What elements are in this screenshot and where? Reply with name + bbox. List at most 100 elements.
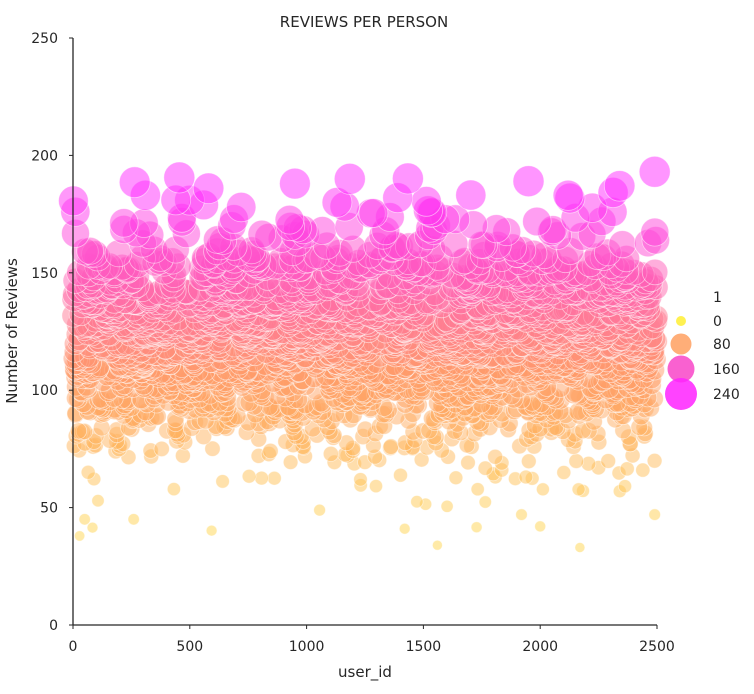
- data-point: [262, 442, 279, 460]
- y-tick-label: 250: [31, 31, 58, 47]
- data-point: [382, 438, 400, 455]
- data-point: [118, 166, 151, 199]
- data-point: [487, 448, 504, 465]
- data-point: [254, 470, 269, 486]
- legend-marker: [667, 355, 695, 383]
- chart-title: REVIEWS PER PERSON: [280, 13, 448, 31]
- data-point: [391, 162, 424, 195]
- x-ticks: 0 500 1000 1500 2000 2500: [69, 625, 675, 655]
- data-point: [512, 165, 545, 198]
- data-point: [603, 170, 636, 202]
- data-point: [241, 468, 257, 484]
- x-tick-label: 2000: [522, 639, 558, 655]
- y-axis-label: Number of Reviews: [3, 258, 21, 404]
- data-point: [80, 464, 96, 480]
- data-point: [536, 482, 550, 497]
- data-point: [322, 445, 339, 462]
- data-point: [515, 508, 528, 521]
- data-point: [608, 230, 637, 259]
- data-point: [518, 469, 534, 485]
- data-point: [274, 204, 305, 235]
- data-point: [448, 470, 464, 486]
- data-point: [78, 513, 91, 526]
- data-point: [109, 208, 139, 238]
- legend-title: 1: [713, 290, 722, 306]
- y-ticks: 0 50 100 150 200 250: [31, 31, 73, 634]
- legend: 1 0 80 160 240: [665, 290, 740, 410]
- data-point: [86, 521, 99, 534]
- data-point: [640, 217, 670, 247]
- data-point: [91, 494, 105, 508]
- data-point: [353, 472, 368, 487]
- data-point: [247, 219, 277, 249]
- x-tick-label: 1500: [406, 639, 442, 655]
- data-point: [279, 167, 311, 200]
- x-tick-label: 1000: [289, 639, 325, 655]
- legend-label: 0: [713, 314, 722, 330]
- data-point: [619, 461, 635, 477]
- data-point: [470, 482, 485, 497]
- legend-label: 80: [713, 337, 731, 353]
- data-point: [166, 482, 181, 497]
- x-tick-label: 500: [176, 639, 203, 655]
- legend-marker: [665, 378, 697, 410]
- data-point: [127, 513, 140, 526]
- data-point: [477, 460, 493, 476]
- data-point: [393, 467, 408, 483]
- data-point: [431, 539, 443, 551]
- data-point: [74, 530, 86, 542]
- data-point: [520, 453, 537, 470]
- data-point: [556, 465, 572, 480]
- x-axis-label: user_id: [338, 663, 392, 682]
- y-tick-label: 200: [31, 148, 58, 164]
- data-point: [267, 470, 282, 486]
- y-tick-label: 100: [31, 383, 58, 399]
- y-tick-label: 0: [49, 618, 58, 634]
- data-point: [534, 520, 547, 533]
- data-point: [410, 495, 424, 509]
- data-point: [226, 192, 257, 223]
- data-point: [313, 503, 326, 517]
- data-point: [282, 454, 299, 470]
- x-tick-label: 2500: [639, 639, 675, 655]
- data-point: [638, 155, 671, 188]
- y-tick-label: 150: [31, 266, 58, 282]
- data-point: [552, 179, 584, 211]
- data-point: [163, 161, 196, 194]
- data-point: [215, 474, 230, 489]
- data-point: [153, 440, 170, 457]
- data-point: [204, 440, 221, 457]
- data-point: [470, 521, 483, 534]
- data-point: [568, 453, 585, 469]
- data-point: [478, 495, 492, 509]
- data-point: [192, 172, 225, 205]
- data-point: [571, 482, 586, 497]
- data-point: [356, 420, 375, 439]
- data-point: [600, 453, 616, 469]
- data-point: [648, 508, 661, 521]
- data-point: [358, 198, 389, 229]
- data-point: [646, 452, 663, 469]
- data-point: [635, 462, 651, 478]
- data-point: [574, 542, 586, 553]
- legend-label: 240: [713, 387, 740, 403]
- data-point: [440, 499, 454, 513]
- data-point: [460, 454, 476, 471]
- data-point: [398, 522, 411, 535]
- y-tick-label: 50: [40, 501, 58, 517]
- x-tick-label: 0: [69, 639, 78, 655]
- data-point: [455, 179, 487, 211]
- legend-marker: [676, 316, 686, 326]
- data-point: [641, 258, 669, 286]
- legend-marker: [670, 333, 692, 355]
- data-point: [618, 479, 633, 494]
- legend-label: 160: [713, 362, 740, 378]
- data-point: [368, 479, 383, 494]
- data-point: [333, 162, 366, 195]
- data-point: [174, 447, 191, 464]
- data-point: [522, 206, 552, 237]
- data-point: [205, 524, 218, 537]
- points-layer: [58, 155, 671, 553]
